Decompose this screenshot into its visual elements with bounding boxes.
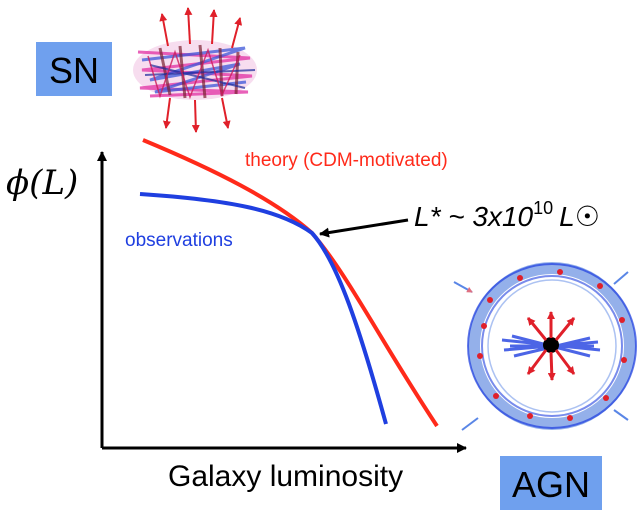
observations-label: observations bbox=[125, 230, 233, 251]
y-axis-label: ϕ(L) bbox=[6, 163, 78, 203]
theory-label: theory (CDM-motivated) bbox=[245, 150, 448, 171]
x-axis-label: Galaxy luminosity bbox=[168, 460, 403, 493]
lstar-annotation: L* ~ 3x1010 L☉ bbox=[414, 198, 600, 232]
black-hole bbox=[543, 337, 559, 353]
sn-label-box bbox=[36, 42, 112, 96]
sn-label-text: SN bbox=[49, 50, 99, 91]
supernova-outflow-sketch bbox=[133, 7, 257, 133]
agn-outflow-sketch bbox=[453, 262, 637, 431]
agn-label-text: AGN bbox=[512, 464, 590, 505]
sn-label: SN bbox=[36, 42, 112, 96]
theory-curve bbox=[142, 138, 439, 428]
lstar-prefix: L* ~ 3x10 bbox=[414, 201, 534, 232]
lstar-suffix: L☉ bbox=[559, 201, 600, 232]
agn-label-box bbox=[500, 456, 602, 510]
lstar-exponent: 10 bbox=[533, 198, 553, 218]
lstar-arrow bbox=[319, 218, 409, 238]
observations-curve bbox=[139, 192, 388, 425]
axes bbox=[97, 151, 467, 453]
agn-label: AGN bbox=[500, 456, 602, 510]
